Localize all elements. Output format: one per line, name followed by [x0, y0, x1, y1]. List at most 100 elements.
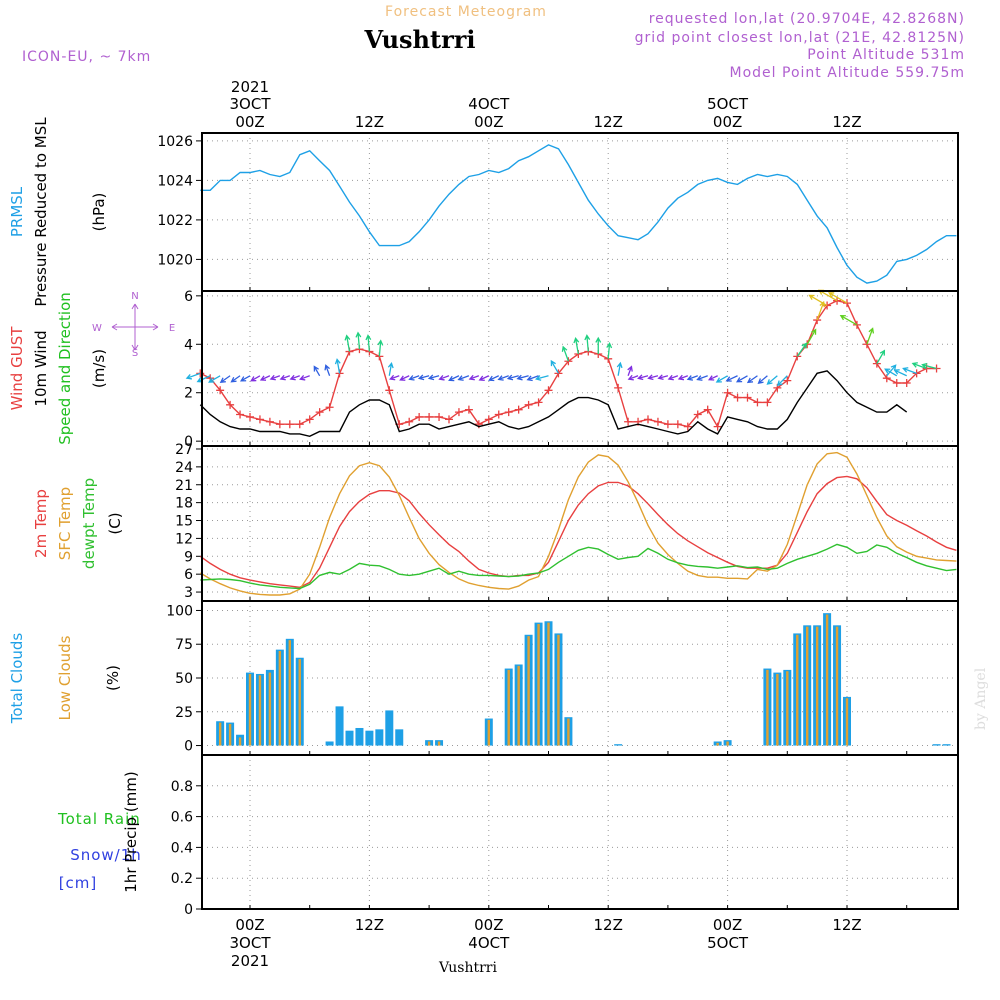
wind-direction-arrow — [427, 374, 440, 381]
panel-label: Total Clouds — [8, 633, 26, 725]
gust-marker — [693, 410, 702, 419]
y-tick-label: 21 — [175, 478, 193, 494]
gust-marker — [275, 420, 284, 429]
wind-direction-arrow — [715, 375, 728, 383]
panel-label: Speed and Direction — [56, 292, 74, 445]
gust-marker — [892, 379, 901, 388]
wind-direction-arrow — [448, 375, 460, 382]
bottom-axis-time: 00Z — [235, 916, 264, 934]
y-tick-label: 1024 — [157, 173, 193, 189]
gust-marker — [663, 420, 672, 429]
gust-marker — [763, 398, 772, 407]
point-altitude: Point Altitude 531m — [807, 47, 965, 63]
total-cloud-bar — [345, 730, 354, 746]
panel-3: 0 25 50 75 100 Total Clouds Low Clouds (%) — [8, 600, 959, 756]
wind-direction-arrow — [279, 374, 291, 381]
gust-marker — [524, 400, 533, 409]
wind-direction-arrow — [506, 374, 519, 381]
wind-direction-arrow — [584, 334, 591, 352]
bottom-axis-year: 2021 — [231, 952, 269, 970]
low-cloud-bar — [288, 640, 291, 746]
wind-direction-arrow — [355, 331, 362, 350]
wind-direction-arrow — [884, 368, 898, 377]
low-cloud-bar — [806, 626, 809, 746]
panel-label: 2m Temp — [32, 489, 50, 558]
wind-direction-arrow — [365, 334, 372, 352]
gust-marker — [305, 415, 314, 424]
wind-direction-arrow — [230, 375, 241, 383]
wind-direction-arrow — [468, 374, 480, 381]
y-tick-label: 0.8 — [171, 779, 193, 795]
y-tick-label: 12 — [175, 531, 193, 547]
y-tick-label: 27 — [175, 442, 193, 458]
series-line-dewpt-temp — [200, 543, 957, 590]
gust-marker — [255, 415, 264, 424]
panel-label: Total Rain — [57, 810, 141, 828]
gust-marker — [703, 405, 712, 414]
total-cloud-bar — [375, 729, 384, 746]
y-tick-label: 1020 — [157, 252, 193, 268]
gust-marker — [624, 417, 633, 426]
panel-1: 0 2 4 6 Wind GUST 10m Wind Speed and Direction… — [8, 289, 959, 450]
gust-marker — [813, 316, 822, 325]
top-axis-time: 00Z — [713, 113, 742, 131]
y-tick-label: 2 — [184, 386, 193, 402]
top-axis-time: 12Z — [594, 113, 623, 131]
wind-direction-arrow — [866, 327, 875, 345]
panel-unit-label: (m/s) — [90, 349, 108, 388]
low-cloud-bar — [427, 741, 431, 746]
total-cloud-bar — [932, 744, 941, 746]
wind-direction-arrow — [573, 336, 580, 355]
footer-location: Vushtrri — [438, 960, 497, 976]
panel-label: Snow/1h — [70, 846, 142, 864]
panel-label: Pressure Reduced to MSL — [32, 117, 50, 307]
wind-direction-arrow — [806, 328, 817, 345]
gust-marker — [315, 408, 324, 417]
wind-direction-arrow — [808, 294, 828, 307]
wind-direction-arrow — [387, 362, 394, 376]
wind-direction-arrow — [627, 365, 633, 376]
credit-watermark: by Angel — [973, 667, 989, 730]
wind-direction-arrow — [616, 361, 623, 376]
gust-marker — [534, 398, 543, 407]
low-cloud-bar — [268, 672, 272, 746]
panel-0: 1020 1022 1024 1026 PRMSL Pressure Reduced to… — [8, 117, 959, 307]
low-cloud-bar — [835, 626, 839, 746]
wind-direction-arrow — [269, 374, 281, 381]
low-cloud-bar — [238, 737, 242, 746]
bottom-axis-date: 3OCT — [230, 934, 272, 952]
gust-marker — [673, 420, 682, 429]
y-tick-label: 6 — [184, 567, 193, 583]
wind-direction-arrow — [667, 374, 679, 381]
y-tick-label: 1022 — [157, 213, 193, 229]
y-tick-label: 0 — [184, 902, 193, 918]
gust-marker — [644, 415, 652, 424]
gust-marker — [464, 405, 473, 414]
wind-direction-arrow — [389, 374, 400, 381]
wind-direction-arrow — [488, 375, 500, 382]
wind-direction-arrow — [219, 375, 231, 384]
wind-direction-arrow — [677, 374, 689, 381]
wind-direction-arrow — [208, 375, 221, 383]
bottom-axis-date: 4OCT — [468, 934, 510, 952]
panel-unit-label: (C) — [106, 512, 124, 534]
top-axis-time: 00Z — [235, 113, 264, 131]
y-tick-label: 1026 — [157, 134, 193, 150]
top-axis-year: 2021 — [231, 78, 269, 96]
wind-direction-arrow — [606, 342, 613, 359]
gust-marker — [554, 369, 563, 378]
y-tick-label: 0.4 — [171, 840, 193, 856]
bottom-axis-time: 00Z — [713, 916, 742, 934]
low-cloud-bar — [766, 669, 769, 746]
gust-marker — [216, 386, 225, 395]
wind-direction-arrow — [561, 345, 570, 362]
low-cloud-bar — [726, 741, 729, 746]
wind-direction-arrow — [627, 374, 639, 381]
bottom-axis-time: 12Z — [355, 916, 384, 934]
wind-direction-arrow — [313, 365, 321, 377]
panel-label: Low Clouds — [56, 635, 74, 720]
low-cloud-bar — [527, 636, 530, 746]
gust-marker — [246, 412, 254, 421]
panel-label: SFC Temp — [56, 487, 74, 560]
panel-frame — [201, 445, 959, 602]
